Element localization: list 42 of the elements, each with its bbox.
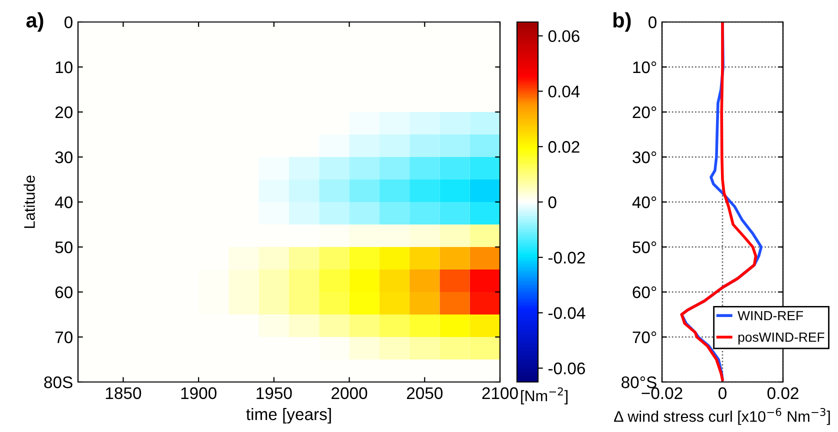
color-bar-label: -0.06 bbox=[548, 362, 585, 374]
x-tick-label: 2000 bbox=[332, 387, 368, 400]
color-bar-title: [Nm$^{−2}$] bbox=[521, 387, 568, 404]
x-tick-label: 2050 bbox=[406, 387, 443, 400]
y-axis-title: Latitude bbox=[24, 175, 35, 228]
y-tick-label: 80S bbox=[44, 376, 72, 388]
y-tick-label: 50 bbox=[55, 241, 72, 254]
x-tick-label: −0.02 bbox=[642, 387, 682, 400]
y-tick-label: 0 bbox=[64, 16, 72, 28]
y-tick-label: 70° bbox=[632, 331, 656, 344]
y-tick-label: 20° bbox=[632, 106, 656, 118]
legend-label: posWIND-REF bbox=[738, 332, 824, 344]
x-tick-label: 1900 bbox=[181, 387, 216, 400]
y-tick-label: 50° bbox=[632, 241, 656, 254]
color-bar-label: 0.02 bbox=[548, 141, 580, 153]
y-tick-label: 20 bbox=[55, 106, 72, 118]
x-tick-label: 1850 bbox=[106, 387, 142, 400]
y-tick-label: 30° bbox=[632, 151, 656, 164]
color-bar-label: -0.04 bbox=[548, 307, 586, 319]
y-tick-label: 0 bbox=[648, 16, 656, 28]
x-tick-label: 1950 bbox=[256, 387, 292, 400]
color-bar-label: 0.06 bbox=[548, 30, 580, 42]
x-tick-label: 0 bbox=[718, 387, 726, 400]
y-tick-label: 40° bbox=[632, 196, 656, 208]
legend-label: WIND-REF bbox=[738, 311, 803, 320]
x-axis-title: ∆ wind stress curl [x10$^{−6}$ Nm$^{−3}$] bbox=[614, 408, 830, 425]
y-tick-label: 40 bbox=[54, 196, 72, 208]
color-bar-label: 0 bbox=[548, 196, 556, 208]
y-tick-label: 30 bbox=[55, 151, 72, 164]
y-tick-label: 10 bbox=[56, 61, 72, 74]
y-tick-label: 80°S bbox=[622, 376, 656, 388]
x-tick-label: 0.02 bbox=[767, 387, 798, 400]
color-bar-label: -0.02 bbox=[548, 252, 585, 264]
y-tick-label: 10° bbox=[633, 61, 656, 74]
x-tick-label: 2100 bbox=[482, 387, 518, 400]
x-axis-title: time [years] bbox=[246, 408, 331, 424]
chart-title: b) bbox=[613, 12, 631, 32]
y-tick-label: 60° bbox=[632, 286, 656, 298]
chart-title: a) bbox=[26, 12, 44, 32]
y-tick-label: 70 bbox=[55, 331, 72, 344]
color-bar-label: 0.04 bbox=[548, 86, 580, 98]
y-tick-label: 60 bbox=[55, 286, 72, 298]
